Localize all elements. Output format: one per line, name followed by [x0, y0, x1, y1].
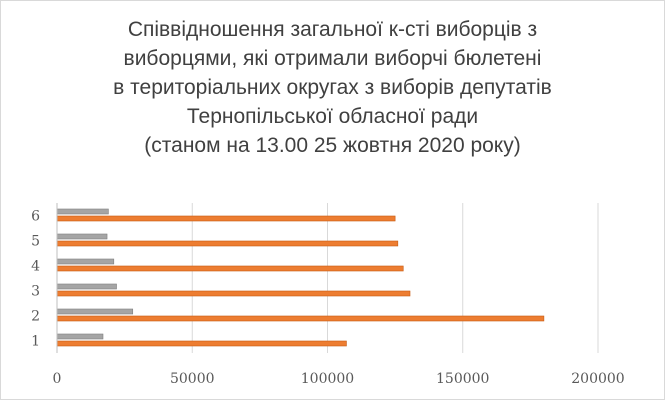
bar-series-2 — [56, 333, 104, 340]
bar-series-1 — [56, 240, 399, 247]
chart-title-line-2: виборцями, які отримали виборчі бюлетені — [123, 47, 542, 70]
bar-series-1 — [56, 315, 545, 322]
bar-series-2 — [56, 233, 108, 240]
chart-title-line-3: в територіальних округах з виборів депут… — [113, 76, 552, 99]
y-tick-label: 1 — [31, 334, 40, 350]
bar-series-2 — [56, 308, 134, 315]
y-tick-label: 2 — [31, 309, 40, 325]
x-axis: 0 50000 100000 150000 200000 — [53, 371, 625, 387]
bar-series-2 — [56, 283, 117, 290]
y-tick-label: 6 — [31, 209, 40, 225]
y-tick-label: 5 — [31, 234, 40, 250]
chart-title: Співвідношення загальної к-сті виборців … — [40, 15, 625, 160]
x-tick-label: 200000 — [571, 371, 624, 387]
bar-series-1 — [56, 340, 347, 347]
bar-series-1 — [56, 215, 396, 222]
x-tick-label: 150000 — [436, 371, 489, 387]
chart-title-line-1: Співвідношення загальної к-сті виборців … — [127, 18, 538, 41]
bar-series-1 — [56, 290, 411, 297]
bars — [56, 208, 545, 347]
x-tick-label: 50000 — [170, 371, 215, 387]
bar-series-2 — [56, 258, 115, 265]
bar-series-1 — [56, 265, 404, 272]
bar-series-2 — [56, 208, 109, 215]
chart-title-line-4: Тернопільської обласної ради — [186, 105, 479, 128]
chart-title-line-5: (станом на 13.00 25 жовтня 2020 року) — [144, 134, 521, 157]
y-tick-label: 3 — [31, 284, 40, 300]
x-tick-label: 100000 — [301, 371, 354, 387]
y-axis: 1 2 3 4 5 6 — [31, 203, 58, 353]
x-tick-label: 0 — [53, 371, 62, 387]
gridlines — [56, 203, 599, 353]
y-tick-label: 4 — [31, 259, 40, 275]
